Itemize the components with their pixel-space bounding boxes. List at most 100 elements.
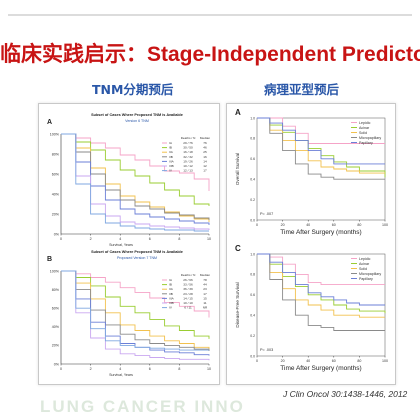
legend-header-deaths: Deaths / N <box>181 273 196 277</box>
tnm-figure-panel: A Subset of Cases Where Proposed TNM is A… <box>38 103 220 385</box>
legend-deaths: 19 / 26 <box>183 159 193 163</box>
x-tick-label: 4 <box>119 367 121 371</box>
km-curve-iiia <box>61 133 210 225</box>
y-tick-label: 60% <box>52 172 60 176</box>
y-axis-label: Disease-Free Survival <box>235 282 240 327</box>
legend-label: Solid <box>359 267 367 271</box>
legend-deaths: 6 / 11 <box>184 306 192 310</box>
y-tick-label: 80% <box>52 152 60 156</box>
y-tick-label: 0.6 <box>250 293 255 297</box>
survival-curve-micropapillary <box>257 253 385 331</box>
histology-chart-c: C 0.0 0.2 0.4 0.6 0.8 1.0 0 20 40 60 80 100 Time Afte… <box>235 244 388 372</box>
legend-median: 46 <box>203 146 207 150</box>
y-tick-label: 0.8 <box>250 273 255 277</box>
legend-median: 76 <box>203 141 207 145</box>
tnm-chart-b: B Subset of Cases Where Proposed TNM is A… <box>47 250 211 377</box>
slide-title: 临床实践启示：Stage-Independent Predictor <box>0 38 420 68</box>
legend-stage: IIIA <box>169 296 175 300</box>
chart-title: Subset of Cases Where Proposed TNM is Av… <box>91 113 183 117</box>
km-curve-iib <box>61 270 210 351</box>
legend-header-median: Median <box>200 136 210 140</box>
x-axis-label: Survival, Years <box>109 373 133 377</box>
km-curve-iib <box>61 133 210 220</box>
legend-median: 14 <box>203 159 207 163</box>
y-tick-label: 0% <box>54 362 60 366</box>
y-tick-label: 40% <box>52 325 60 329</box>
x-axis-label: Time After Surgery (months) <box>280 229 361 236</box>
legend-stage: IV <box>169 169 173 173</box>
legend-median: 78 <box>203 278 207 282</box>
legend-stage: IIIB <box>169 301 174 305</box>
legend-label: Solid <box>359 131 367 135</box>
y-tick-label: 40% <box>52 192 60 196</box>
x-tick-label: 6 <box>149 237 151 241</box>
km-curve-ia <box>61 133 210 191</box>
legend-label: Lepidic <box>359 121 371 125</box>
km-curve-ib <box>61 133 210 206</box>
legend-deaths: 30 / 50 <box>183 146 193 150</box>
y-tick-label: 20% <box>52 212 60 216</box>
legend-stage: IA <box>169 141 173 145</box>
y-tick-label: 0.8 <box>250 137 255 141</box>
legend-stage: IIIA <box>169 159 175 163</box>
legend-deaths: 10 / 10 <box>183 301 193 305</box>
y-tick-label: 0.2 <box>250 334 255 338</box>
legend-header-median: Median <box>200 273 210 277</box>
x-tick-label: 8 <box>178 367 180 371</box>
legend-stage: IB <box>169 283 172 287</box>
y-tick-label: 1.0 <box>250 116 255 120</box>
y-tick-label: 60% <box>52 307 60 311</box>
x-tick-label: 80 <box>357 359 361 363</box>
legend-median: 25 <box>203 150 207 154</box>
histology-figure: A 0.0 0.2 0.4 0.6 0.8 1.0 0 20 40 60 80 100 Time Afte… <box>235 108 388 372</box>
survival-curve-micropapillary <box>257 117 385 180</box>
y-tick-label: 0.0 <box>250 354 255 358</box>
legend-median: 23 <box>203 287 207 291</box>
x-axis-label: Time After Surgery (months) <box>280 365 361 372</box>
legend-deaths: 32 / 32 <box>183 155 193 159</box>
p-value: P= .007 <box>260 212 273 216</box>
legend-deaths: 12 / 13 <box>183 169 193 173</box>
x-tick-label: 0 <box>60 237 62 241</box>
chart-subtitle: Proposed Version 7 TNM <box>117 256 157 260</box>
x-tick-label: 60 <box>332 359 336 363</box>
km-curve-iv <box>61 133 209 232</box>
y-tick-label: 20% <box>52 344 60 348</box>
legend-stage: IV <box>169 306 173 310</box>
survival-curve-papillary <box>257 117 385 165</box>
x-tick-label: 60 <box>332 223 336 227</box>
legend-stage: IIB <box>169 292 173 296</box>
x-tick-label: 2 <box>90 237 92 241</box>
survival-curve-solid <box>257 117 385 174</box>
x-tick-label: 40 <box>306 223 310 227</box>
y-tick-label: 80% <box>52 288 60 292</box>
y-tick-label: 1.0 <box>250 252 255 256</box>
legend-median: 12 <box>203 164 207 168</box>
legend-label: Micropapillary <box>359 136 381 140</box>
legend-deaths: 26 / 66 <box>183 278 193 282</box>
y-tick-label: 0.2 <box>250 198 255 202</box>
km-curve-ia <box>61 270 210 318</box>
legend-stage: IIB <box>169 155 173 159</box>
x-tick-label: 80 <box>357 223 361 227</box>
journal-citation: J Clin Oncol 30:1438-1446, 2012 <box>283 389 408 399</box>
legend-median: 11 <box>203 301 206 305</box>
legend-deaths: 14 / 15 <box>183 296 193 300</box>
legend-label: Lepidic <box>359 257 371 261</box>
legend-label: Acinar <box>359 126 370 130</box>
legend-stage: IA <box>169 278 173 282</box>
x-tick-label: 6 <box>149 367 151 371</box>
legend-header-deaths: Deaths / N <box>181 136 196 140</box>
top-divider <box>8 14 412 16</box>
survival-curve-lepidic <box>257 253 385 286</box>
y-tick-label: 0.4 <box>250 314 255 318</box>
plot-frame <box>256 117 386 221</box>
x-tick-label: 4 <box>119 237 121 241</box>
panel-letter: A <box>235 108 241 117</box>
x-tick-label: 0 <box>256 359 258 363</box>
p-value: P= .003 <box>260 348 273 352</box>
legend-deaths: 36 / 39 <box>183 287 193 291</box>
watermark-text: LUNG CANCER INNO <box>40 397 245 416</box>
y-tick-label: 0.0 <box>250 218 255 222</box>
